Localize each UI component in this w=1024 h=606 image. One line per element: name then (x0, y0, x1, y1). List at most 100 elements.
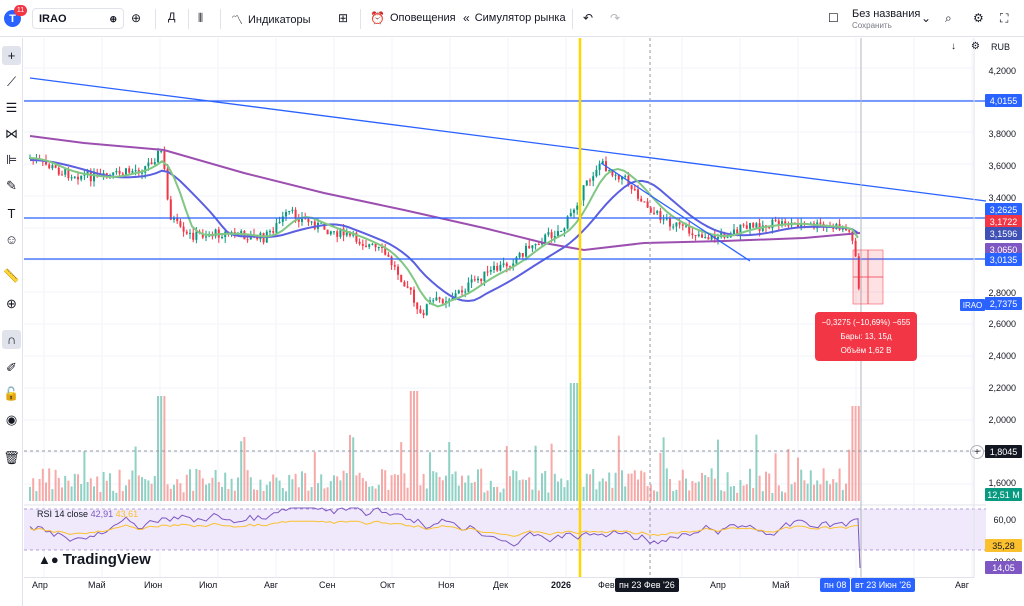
lock-drawing-tool[interactable]: ✐ (2, 358, 21, 377)
volume-bar (659, 452, 662, 501)
interval-button[interactable]: Д (168, 11, 175, 23)
measure-start-date-tag: пн 08 (820, 578, 851, 592)
candle-body (573, 209, 575, 213)
pattern-tool[interactable]: ⋈ (2, 124, 21, 143)
price-chart[interactable] (24, 38, 986, 578)
volume-bar (397, 474, 399, 501)
volume-bar (134, 446, 137, 501)
candle-body (819, 222, 822, 224)
layout-save-status[interactable]: Сохранить (852, 21, 892, 30)
crosshair-tool[interactable]: + (2, 46, 21, 65)
time-tick: 2026 (551, 580, 572, 590)
forecast-tool[interactable]: ⊫ (2, 150, 21, 169)
quick-search-button[interactable]: ⌕ (945, 11, 952, 26)
candle-body (128, 168, 131, 173)
candle-body (851, 231, 854, 241)
redo-button[interactable]: ↷ (610, 11, 620, 25)
volume-bar (35, 491, 38, 501)
fullscreen-button[interactable]: ⛶ (1000, 11, 1008, 26)
candle-body (739, 224, 742, 234)
zoom-icon: ⊕ (6, 295, 17, 311)
chart-type-button[interactable]: ⫴ (198, 11, 203, 26)
trend-line-long[interactable] (29, 77, 986, 202)
candle-body (173, 218, 175, 220)
volume-bar (269, 481, 271, 501)
volume-bar (249, 477, 252, 501)
volume-bar (128, 479, 131, 501)
candle-body (403, 281, 406, 287)
volume-bar (560, 478, 563, 501)
trend-line-short[interactable] (600, 162, 751, 262)
layout-checkbox[interactable]: ☐ (828, 11, 839, 25)
indicators-button[interactable]: 〽 Индикаторы (231, 11, 311, 28)
scale-down-icon[interactable]: ↓ (951, 41, 956, 52)
fib-tool[interactable]: ☰ (2, 98, 21, 117)
volume-bar (237, 477, 239, 501)
templates-button[interactable]: ⊞ (338, 11, 348, 25)
pattern-icon: ⋈ (5, 125, 18, 141)
volume-bar (499, 492, 502, 501)
volume-bar (713, 478, 716, 501)
candle-body (381, 247, 383, 249)
volume-bar (640, 470, 643, 501)
volume-bar (835, 482, 838, 501)
symbol-options-icon[interactable]: ⊕ (109, 14, 117, 24)
settings-button[interactable]: ⚙ (973, 11, 984, 25)
volume-bar (285, 491, 287, 501)
measure-end-date-tag: вт 23 Июн '26 (851, 578, 916, 592)
candle-body (688, 225, 691, 234)
tradingview-logo[interactable]: ▲● TradingView (38, 551, 151, 568)
scale-settings-icon[interactable]: ⚙ (971, 41, 980, 52)
volume-bar (256, 489, 259, 501)
volume-bar (381, 469, 383, 501)
volume-bar (80, 484, 83, 501)
zoom-tool[interactable]: ⊕ (2, 294, 21, 313)
text-tool[interactable]: T (2, 204, 21, 223)
layout-menu-button[interactable]: ⌄ (921, 11, 931, 25)
ruler-tool[interactable]: 📏 (2, 266, 21, 285)
volume-bar (240, 441, 243, 501)
time-scale-border (24, 577, 974, 578)
rsi-legend[interactable]: RSI 14 close 42,91 43,61 (37, 509, 138, 519)
brush-tool[interactable]: ✎ (2, 176, 21, 195)
volume-bar (496, 486, 499, 501)
fullscreen-icon: ⛶ (1000, 11, 1009, 25)
volume-bar (131, 470, 134, 501)
candle-body (294, 209, 297, 219)
volume-bar (758, 475, 761, 501)
volume-bar (749, 468, 751, 501)
alerts-button[interactable]: ⏰ Оповещения (370, 11, 456, 25)
price-tag-crosshair: 1,8045 (985, 445, 1022, 458)
compare-button[interactable]: ⊕ (131, 11, 141, 25)
candle-body (51, 165, 54, 169)
volume-bar (531, 489, 534, 501)
volume-bar (470, 482, 473, 501)
volume-bar (653, 490, 655, 501)
magnet-tool[interactable]: ∩ (2, 330, 21, 349)
delete-tool[interactable]: 🗑 (2, 448, 21, 467)
price-tag-level-1: 3,2625 (985, 203, 1022, 216)
icon-tool[interactable]: ☺ (2, 230, 21, 249)
candle-body (400, 274, 403, 282)
lock-tool[interactable]: 🔓 (2, 384, 21, 403)
volume-bar (777, 485, 780, 501)
visibility-tool[interactable]: ◉ (2, 410, 21, 429)
undo-button[interactable]: ↶ (583, 11, 593, 25)
price-tick: 3,6000 (988, 161, 1016, 171)
candle-body (640, 198, 643, 202)
candle-body (781, 221, 783, 226)
volume-bar (717, 439, 719, 501)
volume-bar (246, 470, 249, 501)
candle-body (313, 221, 316, 229)
volume-bar (461, 475, 463, 501)
replay-button[interactable]: « Симулятор рынка (463, 11, 566, 25)
volume-bar (192, 490, 195, 501)
add-alert-button[interactable]: + (970, 445, 984, 459)
symbol-search-button[interactable]: IRAO ⊕ (32, 8, 124, 29)
volume-bar (413, 391, 415, 501)
candle-body (710, 234, 713, 240)
currency-button[interactable]: RUB (991, 42, 1011, 52)
time-tick: Сен (319, 580, 336, 590)
layout-name[interactable]: Без названия (852, 8, 921, 20)
trend-line-tool[interactable]: ⟋ (2, 72, 21, 91)
